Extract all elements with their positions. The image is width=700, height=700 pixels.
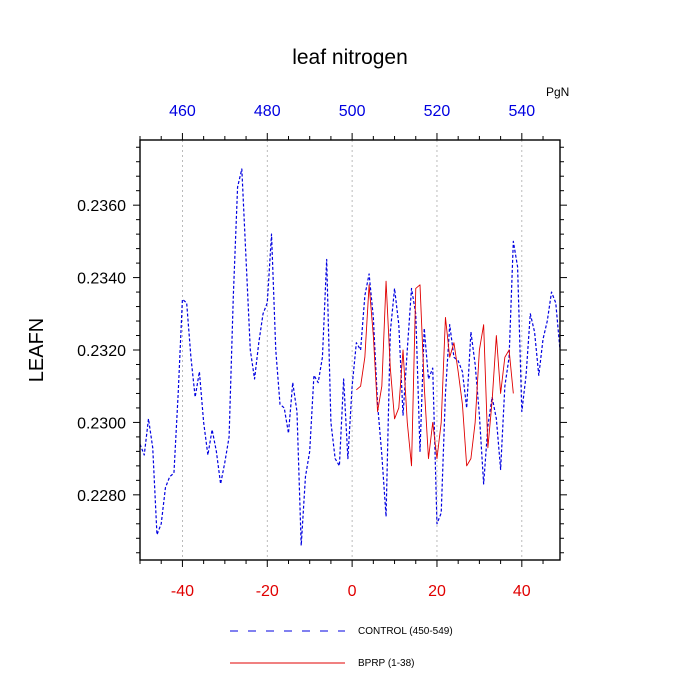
- x-bottom-tick-label: -40: [171, 583, 194, 600]
- ticks: [133, 133, 567, 567]
- x-bottom-tick-label: 0: [348, 583, 357, 600]
- x-top-tick-label: 540: [508, 103, 535, 120]
- x-bottom-tick-label: -20: [256, 583, 279, 600]
- x-top-tick-label: 500: [339, 103, 366, 120]
- x-bottom-tick-label: 20: [428, 583, 446, 600]
- grid-lines: [182, 140, 523, 560]
- top-axis-unit: PgN: [546, 85, 569, 99]
- legend-control-label: CONTROL (450-549): [358, 626, 453, 637]
- tick-labels: 0.2280 0.2300 0.2320 0.2340 0.2360 -40 -20 0 20 4…: [77, 103, 535, 600]
- y-tick-label: 0.2280: [77, 488, 126, 505]
- x-top-tick-label: 520: [424, 103, 451, 120]
- chart-title: leaf nitrogen: [292, 46, 408, 69]
- x-top-tick-label: 460: [169, 103, 196, 120]
- y-tick-label: 0.2340: [77, 271, 126, 288]
- legend: CONTROL (450-549) BPRP (1-38): [230, 626, 453, 669]
- series-layer: [139, 168, 561, 547]
- y-axis-label: LEAFN: [26, 318, 48, 382]
- series-control-line: [139, 168, 561, 547]
- legend-bprp-label: BPRP (1-38): [358, 658, 415, 669]
- x-top-tick-label: 480: [254, 103, 281, 120]
- y-tick-label: 0.2300: [77, 415, 126, 432]
- y-tick-label: 0.2360: [77, 198, 126, 215]
- y-tick-label: 0.2320: [77, 343, 126, 360]
- x-bottom-tick-label: 40: [513, 583, 531, 600]
- series-bprp-line: [356, 280, 514, 467]
